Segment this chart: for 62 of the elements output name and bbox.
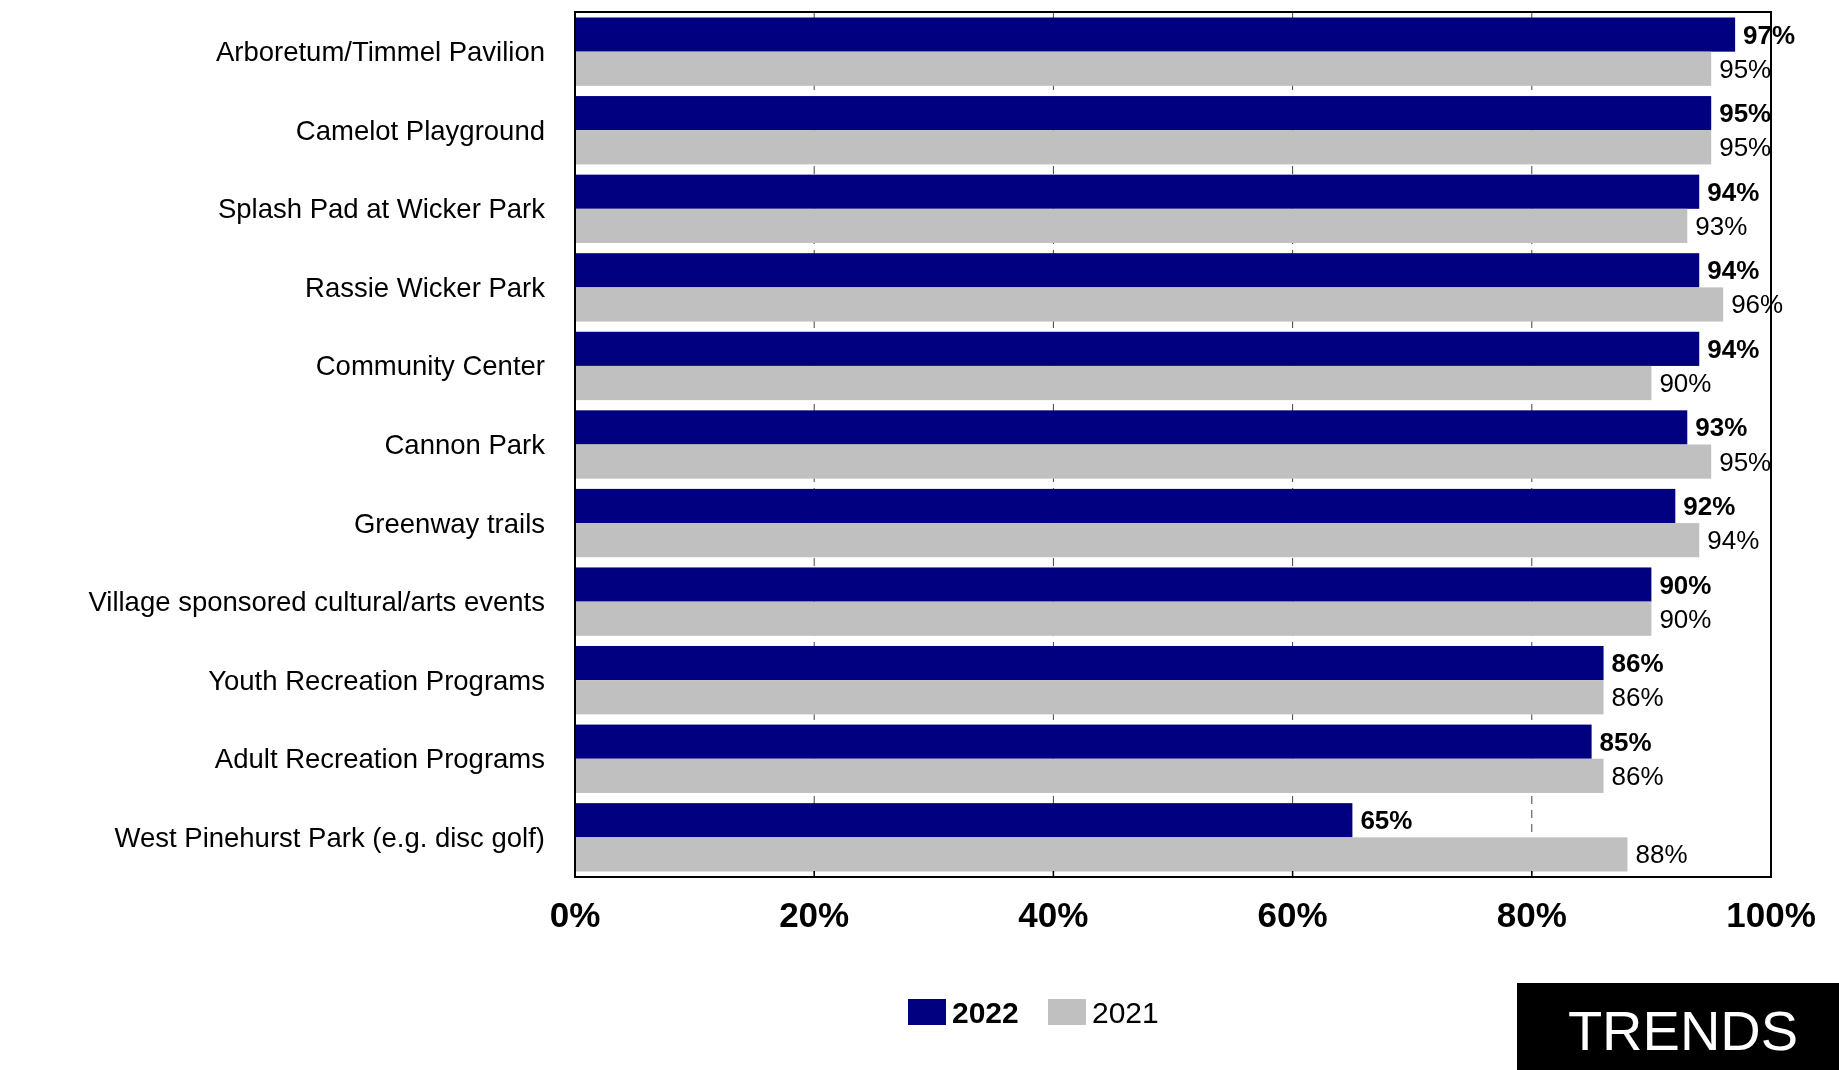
x-tick-label: 20%: [779, 895, 850, 934]
data-label: 93%: [1695, 412, 1748, 443]
data-label: 94%: [1707, 176, 1760, 207]
y-tick-label: Camelot Playground: [295, 114, 545, 146]
bar: [575, 331, 1700, 366]
bar: [575, 523, 1700, 558]
bar: [575, 803, 1353, 838]
data-label: 95%: [1719, 446, 1772, 477]
data-label: 94%: [1707, 525, 1760, 556]
bar: [575, 601, 1652, 636]
x-tick-label: 0%: [549, 895, 601, 934]
data-label: 86%: [1611, 682, 1664, 713]
data-label: 92%: [1683, 490, 1736, 521]
bar: [575, 646, 1604, 681]
bar: [575, 444, 1712, 479]
text: TRENDS: [1567, 998, 1799, 1062]
bar: [575, 96, 1712, 131]
y-tick-label: Cannon Park: [384, 429, 546, 460]
data-label: 88%: [1635, 839, 1688, 870]
bar: [575, 51, 1712, 86]
bar: [575, 287, 1724, 322]
y-tick-label: Village sponsored cultural/arts events: [88, 586, 545, 618]
y-tick-label: Arboretum/Timmel Pavilion: [215, 36, 545, 68]
data-label: 90%: [1659, 368, 1712, 399]
data-label: 95%: [1719, 98, 1772, 129]
bar: [575, 253, 1700, 288]
bar: [575, 837, 1628, 872]
data-label: 93%: [1695, 210, 1748, 241]
x-tick-label: 100%: [1726, 895, 1816, 934]
bar: [575, 130, 1712, 165]
x-tick-label: 80%: [1496, 895, 1567, 934]
bar: [575, 724, 1592, 759]
data-label: 85%: [1599, 726, 1652, 757]
bar: [575, 488, 1676, 524]
bar: [575, 17, 1736, 52]
y-tick-label: Adult Recreation Programs: [214, 743, 545, 775]
y-tick-label: Rassie Wicker Park: [305, 271, 546, 303]
data-label: 86%: [1611, 760, 1664, 791]
x-tick-label: 40%: [1018, 895, 1089, 934]
y-tick-label: Community Center: [315, 350, 545, 382]
bar: [575, 567, 1652, 602]
bar: [575, 208, 1688, 243]
bar: [575, 365, 1652, 401]
data-label: 65%: [1360, 805, 1413, 836]
data-label: 95%: [1719, 53, 1772, 84]
x-tick-label: 60%: [1257, 895, 1328, 934]
data-label: 90%: [1659, 603, 1712, 634]
legend-label: 2021: [1092, 995, 1159, 1029]
y-tick-label: Youth Recreation Programs: [208, 664, 545, 696]
data-label: 94%: [1707, 333, 1760, 364]
y-tick-label: Splash Pad at Wicker Park: [217, 193, 546, 225]
bar: [575, 174, 1700, 209]
data-label: 86%: [1611, 648, 1664, 679]
bar: [575, 758, 1604, 793]
bar: [575, 410, 1688, 445]
data-label: 95%: [1719, 132, 1772, 163]
y-tick-label: West Pinehurst Park (e.g. disc golf): [114, 821, 545, 853]
y-tick-label: Greenway trails: [353, 507, 545, 539]
data-label: 90%: [1659, 569, 1712, 600]
legend-label: 2022: [952, 995, 1019, 1029]
bar: [575, 680, 1604, 715]
data-label: 94%: [1707, 255, 1760, 286]
